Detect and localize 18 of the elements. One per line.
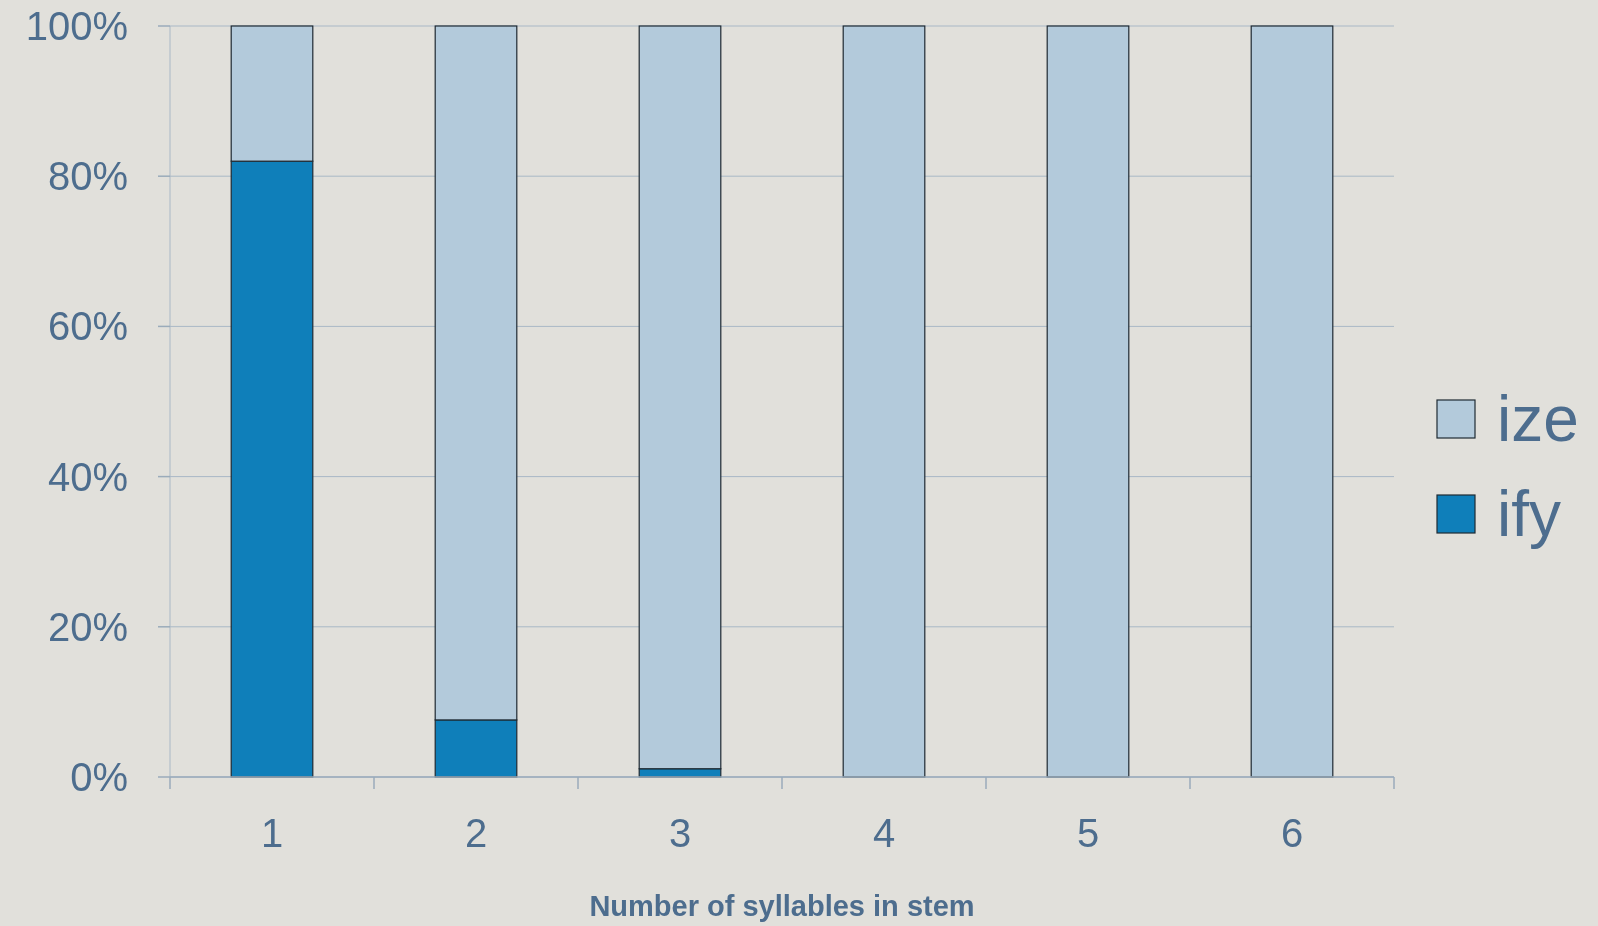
y-tick-label: 0% <box>70 755 128 799</box>
y-tick-label: 100% <box>25 4 128 48</box>
y-tick-label: 80% <box>47 154 128 199</box>
legend-label: ize <box>1497 383 1579 456</box>
y-tick-label: 40% <box>47 454 128 499</box>
x-tick-label: 2 <box>464 811 488 855</box>
y-tick-label: 20% <box>47 604 128 649</box>
bar <box>1046 25 1130 778</box>
x-tick-label: 1 <box>260 811 284 855</box>
legend-label: ify <box>1497 478 1561 551</box>
bar <box>842 25 926 778</box>
x-tick-label: 4 <box>872 811 896 855</box>
x-tick-label: 6 <box>1280 811 1304 855</box>
x-tick-label: 3 <box>668 811 692 855</box>
x-axis-title: Number of syllables in stem <box>589 890 975 922</box>
bar <box>1250 25 1334 778</box>
x-tick-label: 5 <box>1076 811 1100 855</box>
y-tick-label: 60% <box>47 304 128 349</box>
